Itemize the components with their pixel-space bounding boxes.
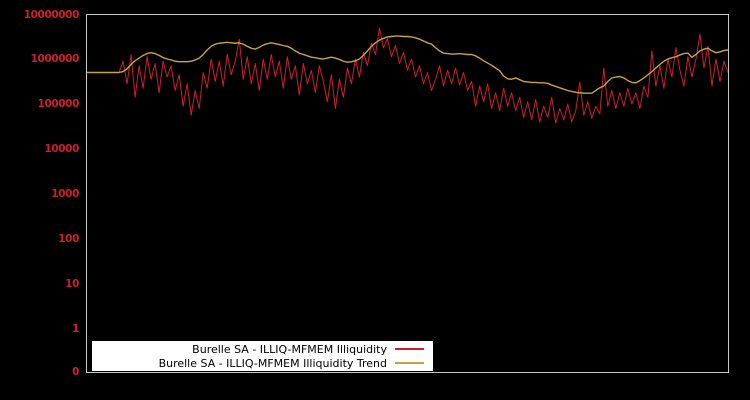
y-axis-tick-label: 100: [58, 233, 79, 245]
legend-line-sample-gold: [395, 362, 424, 364]
series-lines-canvas: [87, 27, 728, 124]
plot-area: Burelle SA - ILLIQ-MFMEM Illiquidity Bur…: [86, 14, 729, 373]
legend-label-illiquidity-trend: Burelle SA - ILLIQ-MFMEM Illiquidity Tre…: [158, 356, 387, 370]
legend: Burelle SA - ILLIQ-MFMEM Illiquidity Bur…: [92, 341, 433, 371]
y-axis-tick-label: 10: [65, 278, 79, 290]
y-axis-tick-label: 1: [72, 323, 79, 335]
y-axis-tick-label: 10000000: [23, 9, 80, 21]
legend-label-illiquidity: Burelle SA - ILLIQ-MFMEM Illiquidity: [192, 342, 387, 356]
y-axis-tick-label: 1000000: [30, 53, 80, 65]
legend-item-illiquidity: Burelle SA - ILLIQ-MFMEM Illiquidity: [92, 342, 433, 356]
y-axis-tick-label: 100000: [37, 98, 80, 110]
legend-item-illiquidity-trend: Burelle SA - ILLIQ-MFMEM Illiquidity Tre…: [92, 356, 433, 370]
y-axis-tick-label: 10000: [44, 143, 79, 155]
y-axis-tick-label: 0: [72, 366, 79, 378]
legend-line-sample-red: [395, 348, 424, 350]
y-axis-tick-label: 1000: [51, 188, 79, 200]
